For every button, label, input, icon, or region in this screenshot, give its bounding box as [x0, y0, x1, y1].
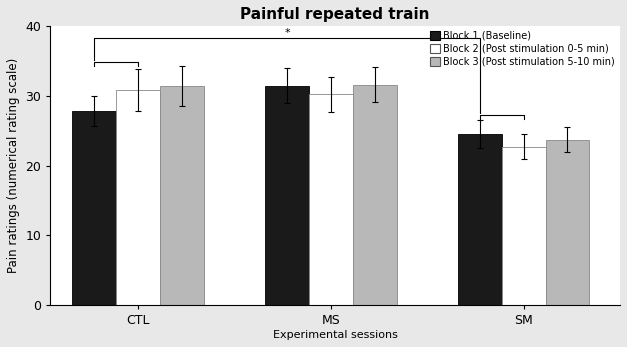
Bar	[116, 90, 160, 305]
Legend: Block 1 (Baseline), Block 2 (Post stimulation 0-5 min), Block 3 (Post stimulatio: Block 1 (Baseline), Block 2 (Post stimul…	[426, 27, 619, 70]
Title: Painful repeated train: Painful repeated train	[241, 7, 430, 22]
Bar	[309, 94, 353, 305]
Y-axis label: Pain ratings (numerical rating scale): Pain ratings (numerical rating scale)	[7, 58, 20, 273]
Bar	[160, 86, 204, 305]
Bar	[72, 111, 116, 305]
Bar	[502, 147, 545, 305]
Bar	[265, 86, 309, 305]
Bar	[458, 134, 502, 305]
Bar	[545, 140, 589, 305]
Bar	[353, 85, 396, 305]
X-axis label: Experimental sessions: Experimental sessions	[273, 330, 398, 340]
Text: *: *	[284, 28, 290, 38]
